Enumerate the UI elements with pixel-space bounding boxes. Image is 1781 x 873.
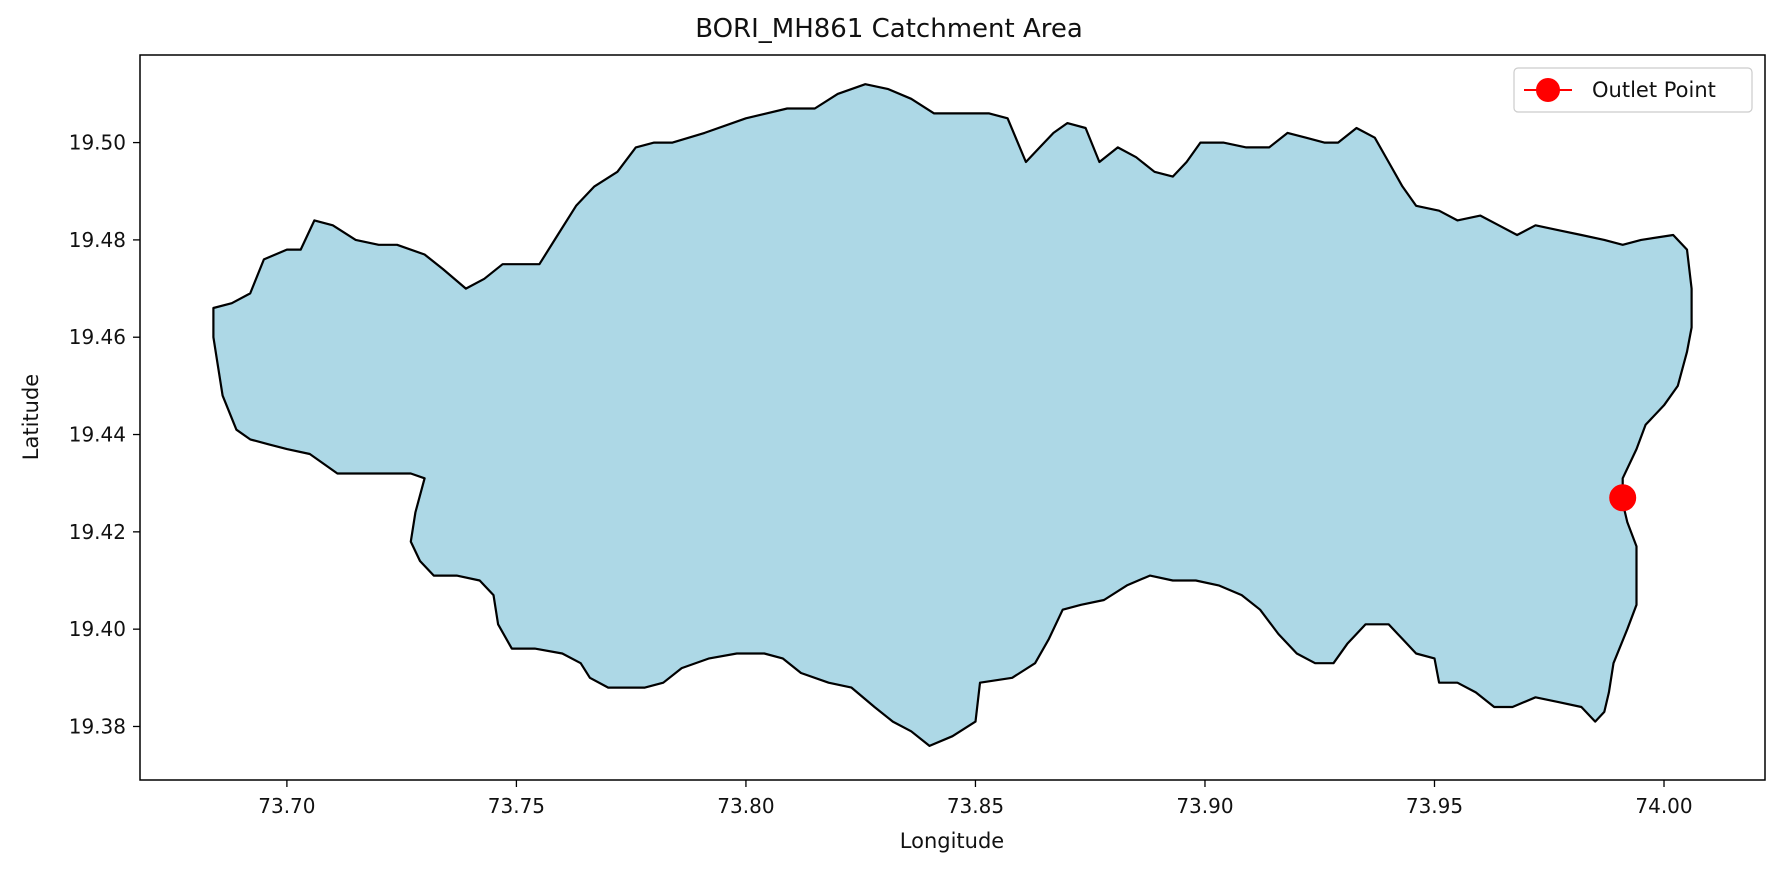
legend-label-outlet-point: Outlet Point <box>1592 78 1716 102</box>
legend-box <box>1513 67 1753 113</box>
y-tick-label: 19.40 <box>69 617 126 641</box>
y-tick-label: 19.38 <box>69 714 126 738</box>
x-axis-ticks: 73.70 73.75 73.80 73.85 73.90 73.95 74.00 <box>258 780 1693 818</box>
x-tick-label: 73.80 <box>717 794 774 818</box>
x-tick-label: 73.85 <box>947 794 1004 818</box>
x-tick-label: 73.75 <box>488 794 545 818</box>
x-tick-label: 73.70 <box>258 794 315 818</box>
outlet-point-marker <box>1609 484 1637 512</box>
legend: Outlet Point <box>1513 67 1753 113</box>
x-axis-label: Longitude <box>900 829 1004 853</box>
legend-marker <box>1536 78 1560 102</box>
plot-area <box>212 83 1693 747</box>
y-axis-label: Latitude <box>19 374 43 460</box>
catchment-polygon <box>212 83 1693 747</box>
y-tick-label: 19.42 <box>69 520 126 544</box>
x-tick-label: 73.90 <box>1176 794 1233 818</box>
y-tick-label: 19.44 <box>69 423 126 447</box>
y-tick-label: 19.46 <box>69 325 126 349</box>
y-tick-label: 19.50 <box>69 131 126 155</box>
y-tick-label: 19.48 <box>69 228 126 252</box>
chart-title: BORI_MH861 Catchment Area <box>695 14 1083 44</box>
x-tick-label: 74.00 <box>1635 794 1692 818</box>
x-tick-label: 73.95 <box>1406 794 1463 818</box>
axes-frame <box>139 54 1766 781</box>
y-axis-ticks: 19.38 19.40 19.42 19.44 19.46 19.48 19.50 <box>69 131 140 738</box>
